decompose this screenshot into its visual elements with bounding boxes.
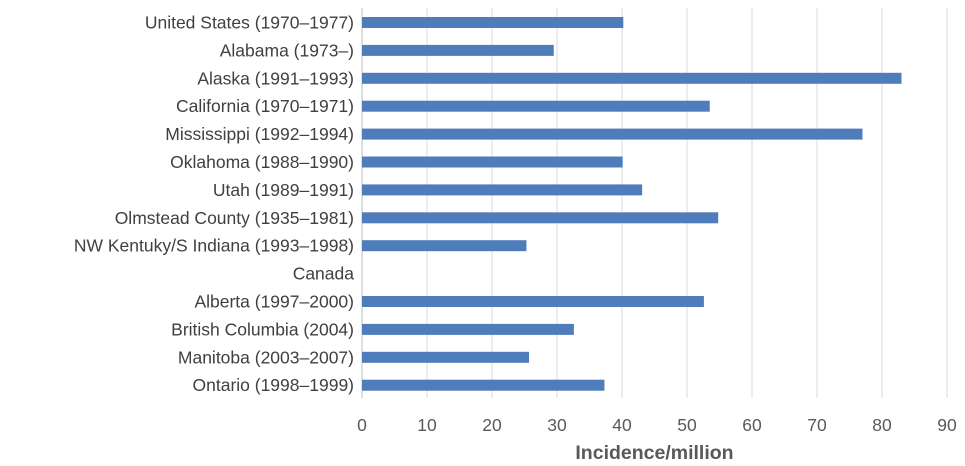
- category-label: Olmstead County (1935–1981): [115, 208, 354, 228]
- x-tick-label: 60: [742, 415, 762, 435]
- category-label: Alaska (1991–1993): [197, 68, 354, 88]
- bar: [362, 17, 624, 28]
- category-label: Manitoba (2003–2007): [178, 347, 354, 367]
- bars: [362, 17, 902, 391]
- bar: [362, 351, 530, 363]
- category-label: Mississippi (1992–1994): [165, 124, 354, 144]
- bar: [362, 100, 710, 112]
- category-label: Alabama (1973–): [220, 40, 354, 60]
- category-label: British Columbia (2004): [171, 319, 354, 339]
- category-label: Oklahoma (1988–1990): [170, 152, 354, 172]
- bar: [362, 128, 863, 140]
- x-tick-label: 70: [807, 415, 827, 435]
- category-label: NW Kentuky/S Indiana (1993–1998): [74, 236, 354, 256]
- category-label: Utah (1989–1991): [213, 180, 354, 200]
- bar: [362, 323, 574, 335]
- bar: [362, 72, 902, 84]
- bar: [362, 44, 554, 56]
- category-labels: United States (1970–1977) Alabama (1973–)…: [74, 13, 354, 396]
- bar: [362, 379, 605, 391]
- x-tick-label: 20: [482, 415, 502, 435]
- gridlines: [361, 8, 948, 398]
- bar: [362, 240, 527, 252]
- x-tick-label: 50: [677, 415, 697, 435]
- category-label: Alberta (1997–2000): [194, 292, 354, 312]
- category-label: United States (1970–1977): [145, 13, 354, 33]
- x-tick-label: 30: [547, 415, 567, 435]
- bar: [362, 184, 643, 196]
- x-tick-label: 90: [937, 415, 957, 435]
- bar: [362, 156, 623, 168]
- x-tick-label: 80: [872, 415, 892, 435]
- bar: [362, 296, 704, 307]
- category-label: Ontario (1998–1999): [193, 375, 355, 395]
- x-tick-labels: 0 10 20 30 40 50 60 70 80 90: [357, 415, 957, 435]
- bar: [362, 212, 719, 224]
- x-tick-label: 0: [357, 415, 367, 435]
- x-axis-title: Incidence/million: [575, 442, 733, 464]
- x-tick-label: 10: [417, 415, 437, 435]
- category-label: California (1970–1971): [176, 96, 354, 116]
- x-tick-label: 40: [612, 415, 632, 435]
- category-label: Canada: [293, 264, 355, 284]
